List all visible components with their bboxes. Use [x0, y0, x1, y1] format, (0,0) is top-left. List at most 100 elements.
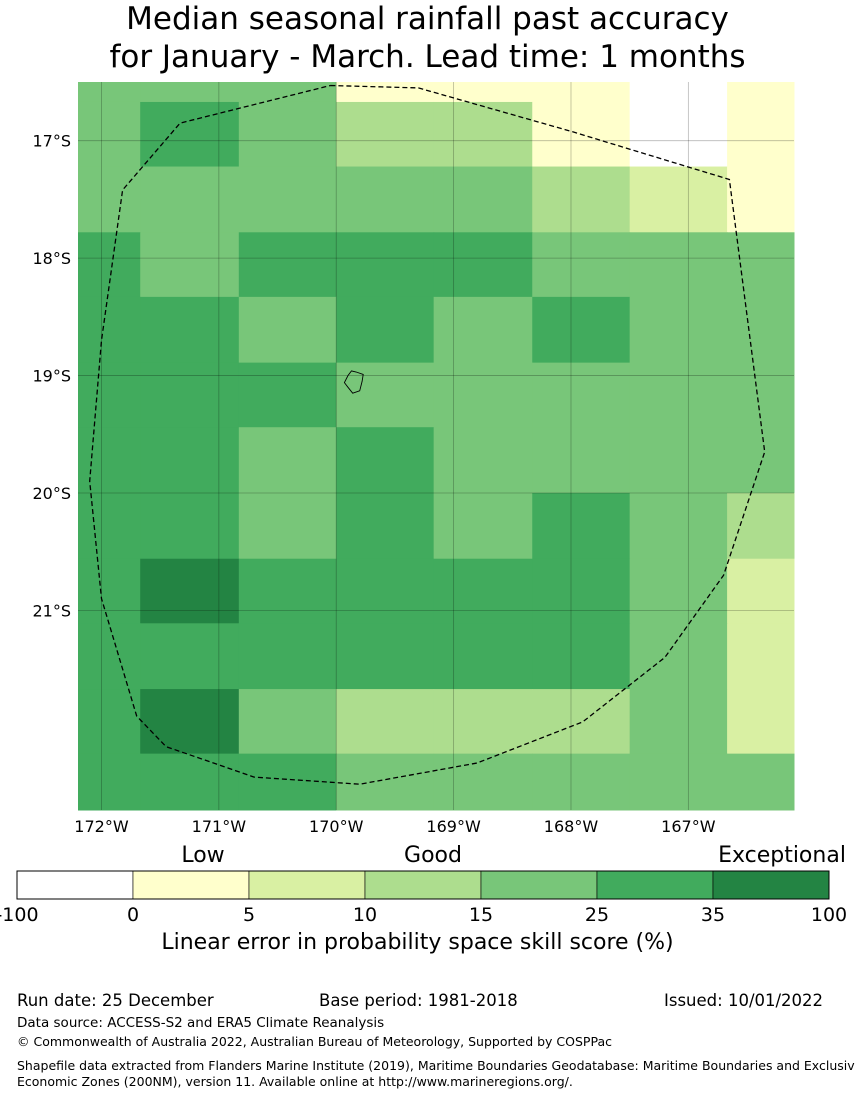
grid-cell [532, 166, 631, 233]
grid-cell [532, 296, 631, 364]
grid-cell [336, 232, 435, 298]
grid-cell [238, 101, 337, 168]
grid-cell [727, 296, 795, 364]
grid-cell [629, 623, 728, 690]
grid-cell [78, 558, 141, 624]
colorbar-tick: 35 [701, 904, 725, 926]
grid-cell [433, 166, 533, 233]
grid-cell [238, 427, 337, 494]
grid-cell [433, 689, 533, 755]
grid-cell [78, 427, 141, 494]
grid-cell [336, 101, 435, 168]
grid-cell [727, 492, 795, 560]
grid-cell [78, 492, 141, 560]
grid-cell [78, 689, 141, 755]
colorbar-label: Linear error in probability space skill … [161, 930, 674, 955]
grid-cell [727, 427, 795, 494]
lat-tick-label: 19°S [32, 367, 71, 386]
grid-cell [433, 362, 533, 428]
lat-tick-label: 21°S [32, 601, 71, 620]
skill-grid [78, 82, 795, 811]
lat-tick-label: 17°S [32, 132, 71, 151]
grid-cell [140, 166, 240, 233]
chart-title: Median seasonal rainfall past accuracy f… [0, 0, 855, 76]
title-line-2: for January - March. Lead time: 1 months [109, 39, 746, 75]
grid-cell [433, 492, 533, 560]
island-outline [343, 370, 364, 394]
colorbar-tick: 100 [811, 904, 847, 926]
grid-cell [78, 296, 141, 364]
lat-tick-label: 20°S [32, 484, 71, 503]
grid-cell [336, 82, 435, 103]
run-date: Run date: 25 December [17, 991, 214, 1010]
grid-cell [78, 166, 141, 233]
colorbar-segment [596, 870, 714, 900]
grid-cell [336, 492, 435, 560]
grid-cell [629, 558, 728, 624]
colorbar-tick: -100 [0, 904, 39, 926]
grid-cell [727, 101, 795, 168]
grid-cell [629, 101, 728, 168]
legend-category: Good [404, 843, 462, 868]
grid-cell [238, 689, 337, 755]
grid-cell [629, 232, 728, 298]
grid-cell [78, 623, 141, 690]
lon-tick-label: 168°W [544, 817, 599, 836]
grid-cell [629, 82, 728, 103]
grid-cell [629, 166, 728, 233]
grid-cell [78, 101, 141, 168]
grid-cell [78, 753, 141, 811]
grid-cell [629, 689, 728, 755]
grid-cell [140, 296, 240, 364]
grid-cell [727, 166, 795, 233]
base-period: Base period: 1981-2018 [319, 991, 518, 1010]
grid-cell [433, 101, 533, 168]
grid-cell [140, 689, 240, 755]
grid-cell [78, 82, 141, 103]
grid-cell [532, 232, 631, 298]
colorbar-segment [248, 870, 366, 900]
grid-cell [629, 427, 728, 494]
lon-tick-label: 170°W [309, 817, 364, 836]
grid-cell [629, 362, 728, 428]
grid-cell [238, 166, 337, 233]
grid-cell [629, 492, 728, 560]
colorbar-tick: 10 [353, 904, 377, 926]
lon-tick-label: 171°W [192, 817, 247, 836]
grid-cell [336, 362, 435, 428]
graticule [78, 82, 794, 810]
grid-cell [140, 427, 240, 494]
grid-cell [433, 558, 533, 624]
grid-cell [238, 296, 337, 364]
colorbar-tick: 15 [469, 904, 493, 926]
grid-cell [140, 623, 240, 690]
colorbar-outline [16, 870, 830, 900]
grid-cell [532, 427, 631, 494]
grid-cell [336, 166, 435, 233]
grid-cell [238, 232, 337, 298]
grid-cell [238, 362, 337, 428]
lat-tick-label: 18°S [32, 249, 71, 268]
grid-cell [140, 558, 240, 624]
colorbar-tick: 5 [243, 904, 255, 926]
grid-cell [336, 558, 435, 624]
grid-cell [433, 232, 533, 298]
shapefile-credit-line-1: Shapefile data extracted from Flanders M… [17, 1058, 855, 1073]
colorbar-tick-labels: -100 0 5 10 15 25 35 100 [0, 904, 847, 926]
colorbar [16, 870, 830, 900]
colorbar-segment [16, 870, 134, 900]
grid-cell [140, 753, 240, 811]
colorbar-tick: 0 [127, 904, 139, 926]
legend-category: Exceptional [718, 843, 846, 868]
grid-cell [433, 296, 533, 364]
lon-tick-label: 169°W [426, 817, 481, 836]
grid-cell [629, 753, 728, 811]
grid-cell [532, 753, 631, 811]
grid-cell [140, 492, 240, 560]
grid-cell [336, 427, 435, 494]
grid-cell [140, 232, 240, 298]
grid-cell [727, 82, 795, 103]
issued-date: Issued: 10/01/2022 [664, 991, 824, 1010]
grid-cell [727, 689, 795, 755]
